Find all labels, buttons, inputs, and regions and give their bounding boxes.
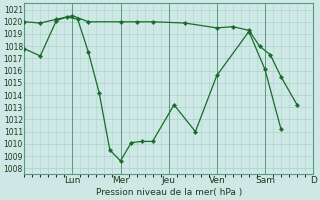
- X-axis label: Pression niveau de la mer( hPa ): Pression niveau de la mer( hPa ): [96, 188, 242, 197]
